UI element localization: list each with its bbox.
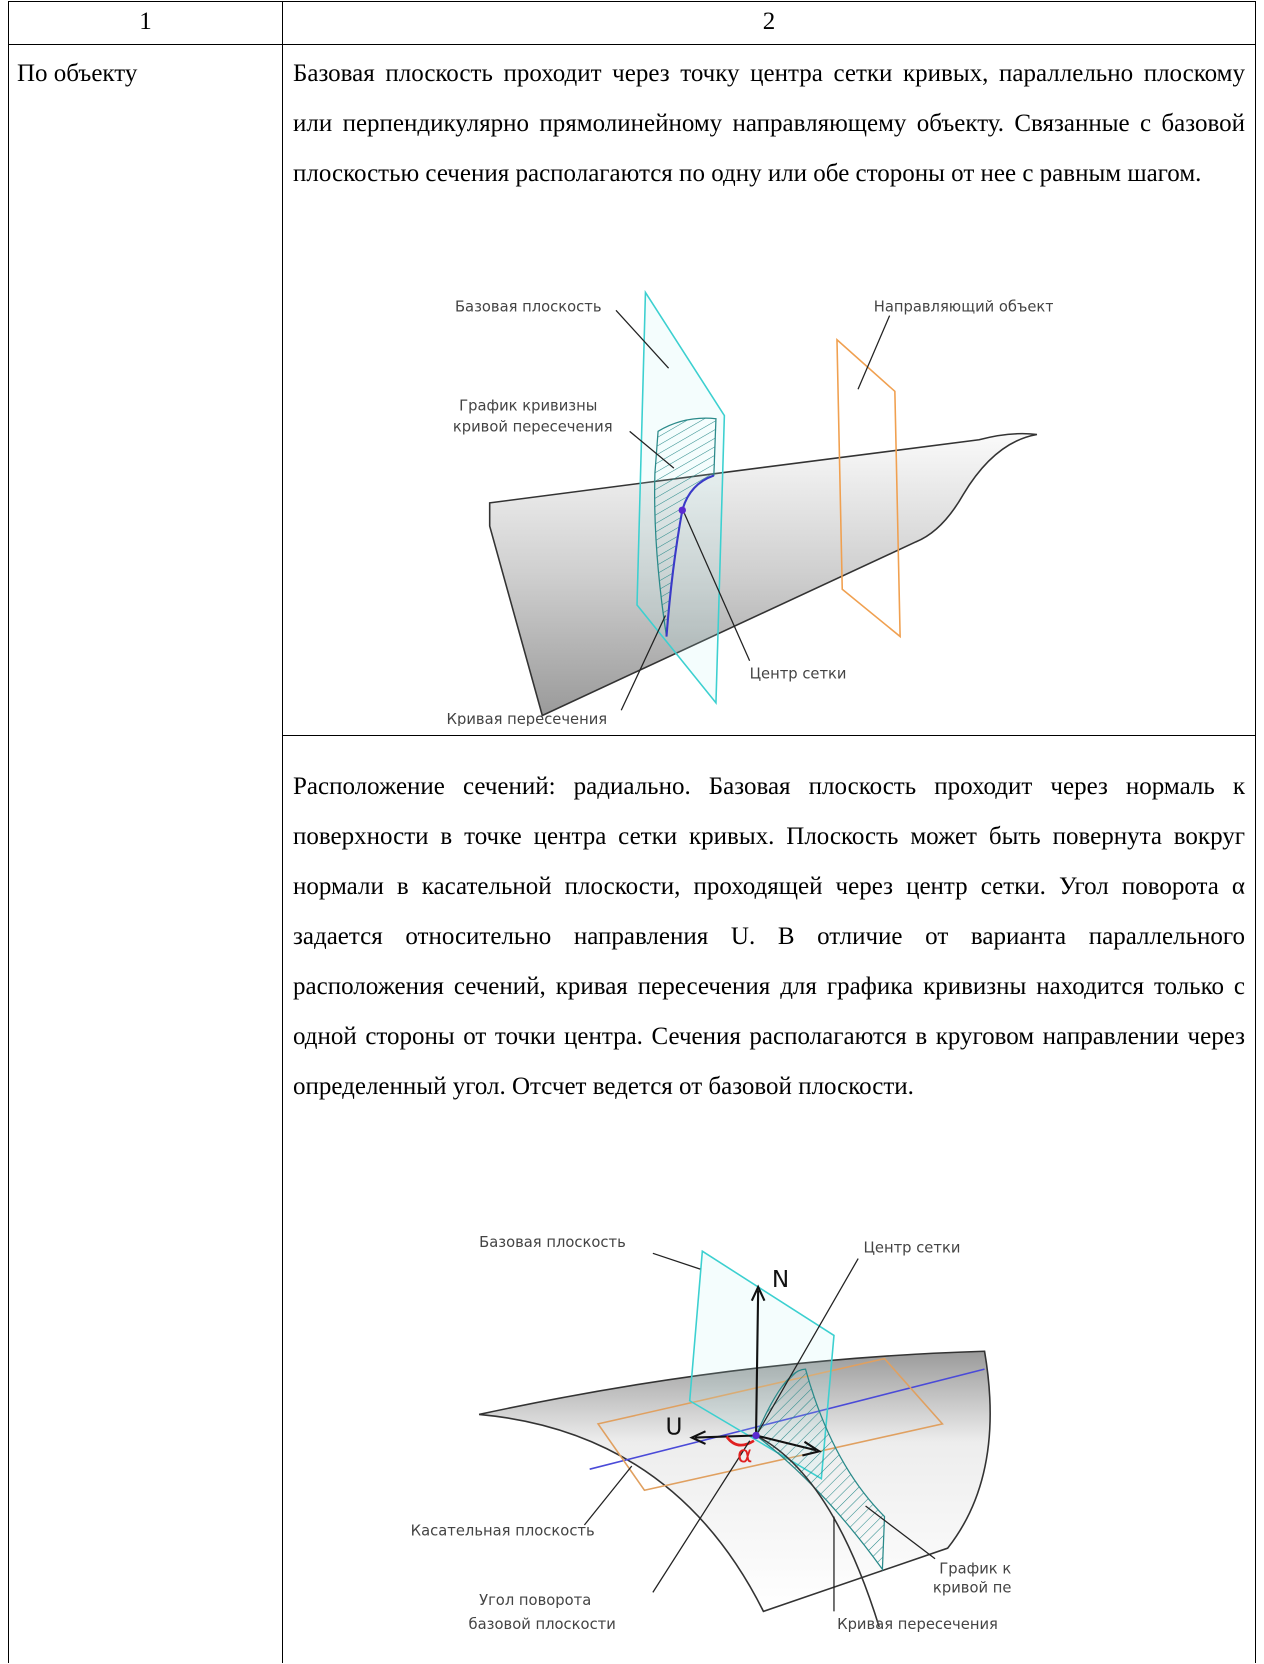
figure-label: Центр сетки: [863, 1239, 960, 1256]
leader: [615, 309, 670, 369]
leader: [583, 1465, 633, 1526]
cell-text: Расположение сечений: радиально. Базовая…: [293, 773, 1245, 1100]
leader: [652, 1252, 701, 1270]
table-border: [282, 1, 283, 1663]
u-arrow: [689, 1430, 757, 1445]
header-cell: 1: [139, 8, 152, 35]
n-arrow: [750, 1284, 766, 1436]
leader: [629, 430, 675, 469]
figure-label: Кривая пересечения: [447, 711, 608, 726]
figure-label: График кривизны: [939, 1560, 1011, 1577]
header-cell: 2: [762, 8, 776, 35]
table-border: [1255, 1, 1256, 1663]
figure-label: кривой пересечения: [933, 1579, 1011, 1596]
figure-label: α: [737, 1442, 752, 1468]
figure-label: Базовая плоскость: [479, 1234, 626, 1251]
figure-label: U: [665, 1414, 682, 1440]
leader: [865, 1505, 936, 1560]
figure-label: Направляющий объект: [874, 298, 1053, 315]
figure-label: Угол поворота: [479, 1592, 591, 1609]
figure-label: базовой плоскости: [469, 1616, 616, 1633]
table-border: [282, 735, 1256, 736]
figure-label: Кривая пересечения: [837, 1616, 998, 1633]
surface: [478, 1350, 991, 1613]
angle-arc: [725, 1435, 755, 1447]
table-border: [8, 1, 9, 1663]
figure-label: График кривизны: [459, 397, 597, 414]
figure-label: кривой пересечения: [453, 418, 613, 435]
guide-object: [836, 337, 901, 639]
intersection-curve: [665, 474, 715, 637]
leader: [757, 1258, 859, 1433]
figure: Базовая плоскость Центр сетки N U α Каса…: [411, 1234, 1011, 1633]
table-border: [8, 44, 1256, 45]
intersection-curve: [755, 1434, 881, 1628]
figure-label: N: [772, 1267, 789, 1293]
leader: [857, 315, 891, 390]
leader: [620, 615, 667, 711]
figure-label: Касательная плоскость: [411, 1523, 595, 1540]
row-label: По объекту: [17, 60, 138, 87]
figure-label: Центр сетки: [750, 666, 847, 683]
cell-text: Базовая плоскость проходит через точку ц…: [293, 60, 1245, 187]
figure-label: Базовая плоскость: [455, 298, 602, 315]
table-border: [8, 1, 1256, 2]
grid-center: [678, 506, 686, 514]
surface: [488, 432, 1038, 717]
leader: [683, 513, 751, 662]
figure: Базовая плоскость Направляющий объект Гр…: [447, 289, 1053, 726]
grid-center: [752, 1431, 760, 1440]
arrow: [755, 1434, 822, 1457]
leader: [652, 1440, 751, 1593]
